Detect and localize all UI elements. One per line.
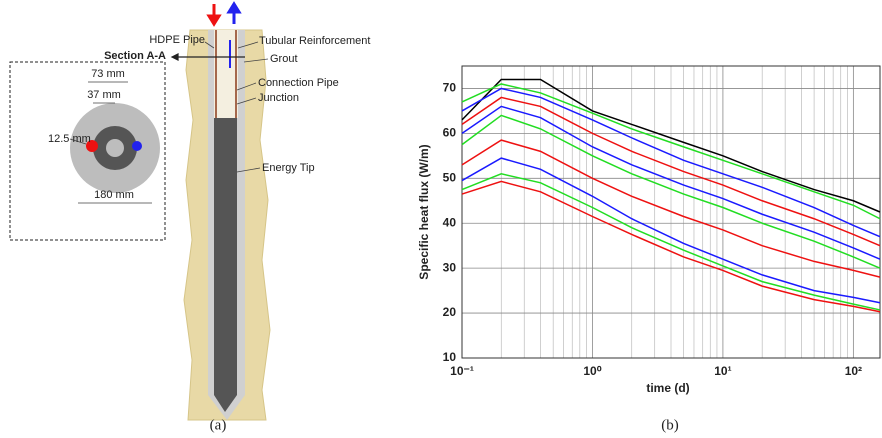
x-tick-label: 10² — [845, 364, 862, 378]
dimension-lines — [69, 81, 152, 204]
series-line — [461, 139, 881, 278]
label: Grout — [270, 53, 298, 65]
pile-diagram — [9, 1, 271, 421]
series-line — [461, 87, 881, 238]
x-tick-label: 10⁰ — [583, 364, 601, 378]
label: 180 mm — [94, 189, 134, 201]
series-line — [461, 105, 881, 260]
series-line — [461, 114, 881, 269]
section-arrow — [170, 53, 245, 61]
label: Section A-A — [104, 50, 166, 62]
caption: (a) — [210, 417, 227, 433]
label: Connection Pipe — [258, 77, 339, 89]
y-axis-label: Specific heat flux (W/m) — [417, 144, 431, 279]
y-tick-label: 40 — [443, 215, 457, 229]
inflow-arrow — [206, 4, 222, 27]
x-tick-label: 10⁻¹ — [450, 364, 474, 378]
section-pipe-out — [132, 141, 142, 151]
pipe-space — [214, 30, 238, 118]
label: Junction — [258, 92, 299, 104]
energy-tip — [214, 118, 237, 412]
y-tick-label: 70 — [443, 81, 457, 95]
x-axis-label: time (d) — [646, 381, 689, 395]
series-line — [461, 83, 881, 220]
label: 12.5 mm — [48, 133, 91, 145]
leader-lines — [204, 41, 269, 173]
label: Energy Tip — [262, 162, 315, 174]
label: Tubular Reinforcement — [259, 35, 370, 47]
series-line — [461, 78, 881, 213]
section-pipe-in — [86, 140, 98, 152]
series-line — [461, 96, 881, 247]
y-tick-label: 60 — [443, 126, 457, 140]
y-tick-label: 50 — [443, 170, 457, 184]
section-core — [106, 139, 124, 157]
label: HDPE Pipe — [149, 34, 205, 46]
caption: (b) — [661, 417, 679, 433]
outflow-arrow — [226, 1, 242, 24]
series-line — [461, 173, 881, 311]
y-tick-label: 20 — [443, 305, 457, 319]
series-line — [461, 180, 881, 313]
y-tick-label: 10 — [443, 350, 457, 364]
label: 37 mm — [87, 89, 121, 101]
section-box — [9, 61, 166, 241]
x-tick-label: 10¹ — [714, 364, 731, 378]
series-line — [461, 157, 881, 304]
y-tick-label: 30 — [443, 260, 457, 274]
label: 73 mm — [91, 68, 125, 80]
